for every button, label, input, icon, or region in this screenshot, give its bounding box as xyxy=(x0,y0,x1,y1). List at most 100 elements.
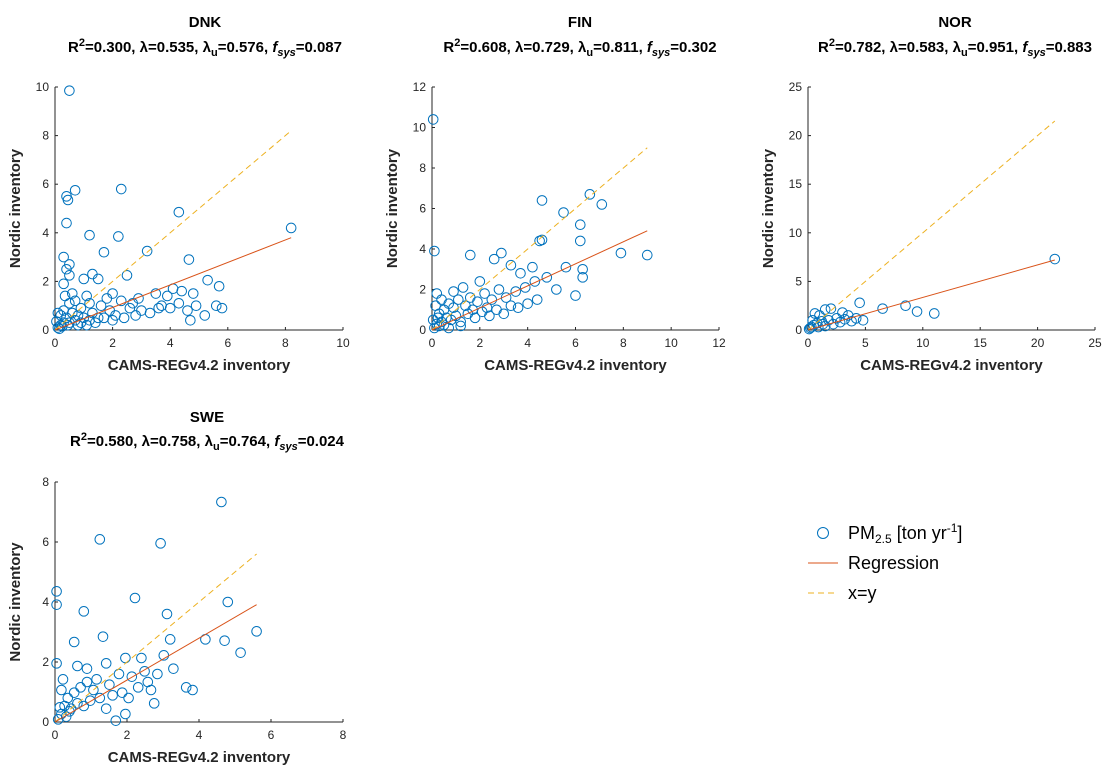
y-tick-label: 4 xyxy=(42,595,49,609)
scatter-point xyxy=(911,306,923,317)
scatter-point xyxy=(118,312,130,324)
scatter-point xyxy=(498,308,510,320)
scatter-point xyxy=(75,302,87,314)
scatter-point xyxy=(479,288,490,299)
scatter-point xyxy=(60,711,72,722)
scatter-point xyxy=(505,259,517,271)
scatter-point xyxy=(182,305,193,316)
scatter-point xyxy=(78,273,90,285)
scatter-point xyxy=(68,636,80,648)
scatter-point xyxy=(66,288,78,299)
scatter-point xyxy=(97,631,109,642)
scatter-point xyxy=(183,254,195,265)
scatter-point xyxy=(94,692,106,704)
scatter-point xyxy=(150,288,162,299)
scatter-point xyxy=(107,314,118,326)
panel-stats: R2=0.300, λ=0.535, λu=0.576, fsys=0.087 xyxy=(68,37,342,59)
scatter-point xyxy=(59,290,71,302)
y-tick-label: 2 xyxy=(419,283,426,297)
panel-stats: R2=0.782, λ=0.583, λu=0.951, fsys=0.883 xyxy=(818,37,1092,59)
scatter-point xyxy=(58,251,69,263)
x-tick-label: 0 xyxy=(52,336,59,350)
scatter-point xyxy=(430,300,441,312)
scatter-point xyxy=(62,194,74,206)
legend-identity-label: x=y xyxy=(848,583,877,603)
x-tick-label: 4 xyxy=(524,336,531,350)
y-tick-label: 6 xyxy=(419,202,426,216)
scatter-point xyxy=(577,263,588,275)
y-tick-label: 8 xyxy=(42,475,49,489)
y-tick-label: 15 xyxy=(789,177,803,191)
scatter-point xyxy=(148,698,160,709)
panel-stats: R2=0.608, λ=0.729, λu=0.811, fsys=0.302 xyxy=(443,37,716,59)
panel-fin: FIN R2=0.608, λ=0.729, λu=0.811, fsys=0.3… xyxy=(384,14,726,374)
scatter-point xyxy=(551,284,562,295)
scatter-point xyxy=(900,300,911,312)
scatter-point xyxy=(94,534,106,545)
scatter-point xyxy=(132,682,144,693)
scatter-point xyxy=(64,85,75,96)
scatter-point xyxy=(110,715,122,726)
scatter-point xyxy=(120,652,131,664)
x-tick-label: 8 xyxy=(282,336,289,350)
scatter-point xyxy=(56,321,68,332)
scatter-point xyxy=(837,307,848,318)
scatter-point xyxy=(113,231,124,242)
scatter-point xyxy=(455,320,467,332)
y-tick-label: 10 xyxy=(789,226,803,240)
scatter-point xyxy=(176,285,188,297)
x-tick-label: 0 xyxy=(429,336,436,350)
scatter-point xyxy=(129,592,141,604)
scatter-point xyxy=(464,249,476,261)
scatter-point xyxy=(596,199,608,210)
scatter-point xyxy=(505,300,517,312)
scatter-point xyxy=(457,282,469,293)
scatter-point xyxy=(68,687,80,698)
scatter-point xyxy=(854,297,865,309)
scatter-point xyxy=(825,303,837,314)
scatter-point xyxy=(831,313,843,324)
scatter-point xyxy=(91,674,102,685)
x-tick-label: 0 xyxy=(52,728,59,742)
scatter-point xyxy=(113,668,125,680)
scatter-point xyxy=(510,286,522,297)
x-tick-label: 10 xyxy=(336,336,350,350)
scatter-point xyxy=(104,679,115,690)
scatter-point xyxy=(496,247,507,259)
scatter-point xyxy=(121,270,133,281)
scatter-point xyxy=(51,586,62,597)
scatter-point xyxy=(536,195,548,206)
scatter-point xyxy=(427,114,439,125)
y-axis-label: Nordic inventory xyxy=(760,148,777,268)
scatter-point xyxy=(84,695,96,706)
scatter-point xyxy=(481,302,493,314)
scatter-point xyxy=(126,671,138,682)
scatter-point xyxy=(127,297,139,309)
x-tick-label: 8 xyxy=(620,336,627,350)
scatter-point xyxy=(1049,253,1061,265)
scatter-point xyxy=(285,222,297,234)
y-tick-label: 5 xyxy=(795,274,802,288)
scatter-point xyxy=(216,302,228,314)
scatter-point xyxy=(529,276,541,287)
regression-line xyxy=(431,230,648,331)
scatter-point xyxy=(54,702,66,713)
scatter-point xyxy=(202,274,213,286)
x-tick-label: 25 xyxy=(1088,336,1102,350)
scatter-point xyxy=(78,606,90,617)
scatter-point xyxy=(72,698,83,709)
scatter-point xyxy=(807,314,818,326)
scatter-point xyxy=(51,658,62,669)
scatter-point xyxy=(574,235,586,247)
scatter-point xyxy=(78,700,90,712)
scatter-point xyxy=(429,245,440,257)
scatter-point xyxy=(81,663,93,674)
y-tick-label: 0 xyxy=(42,323,49,337)
x-tick-label: 6 xyxy=(572,336,579,350)
scatter-point xyxy=(469,312,481,324)
scatter-point xyxy=(123,692,134,704)
scatter-point xyxy=(467,304,478,316)
scatter-point xyxy=(87,268,98,280)
x-axis-label: CAMS-REGv4.2 inventory xyxy=(108,749,291,766)
panel-title: NOR xyxy=(938,14,972,31)
